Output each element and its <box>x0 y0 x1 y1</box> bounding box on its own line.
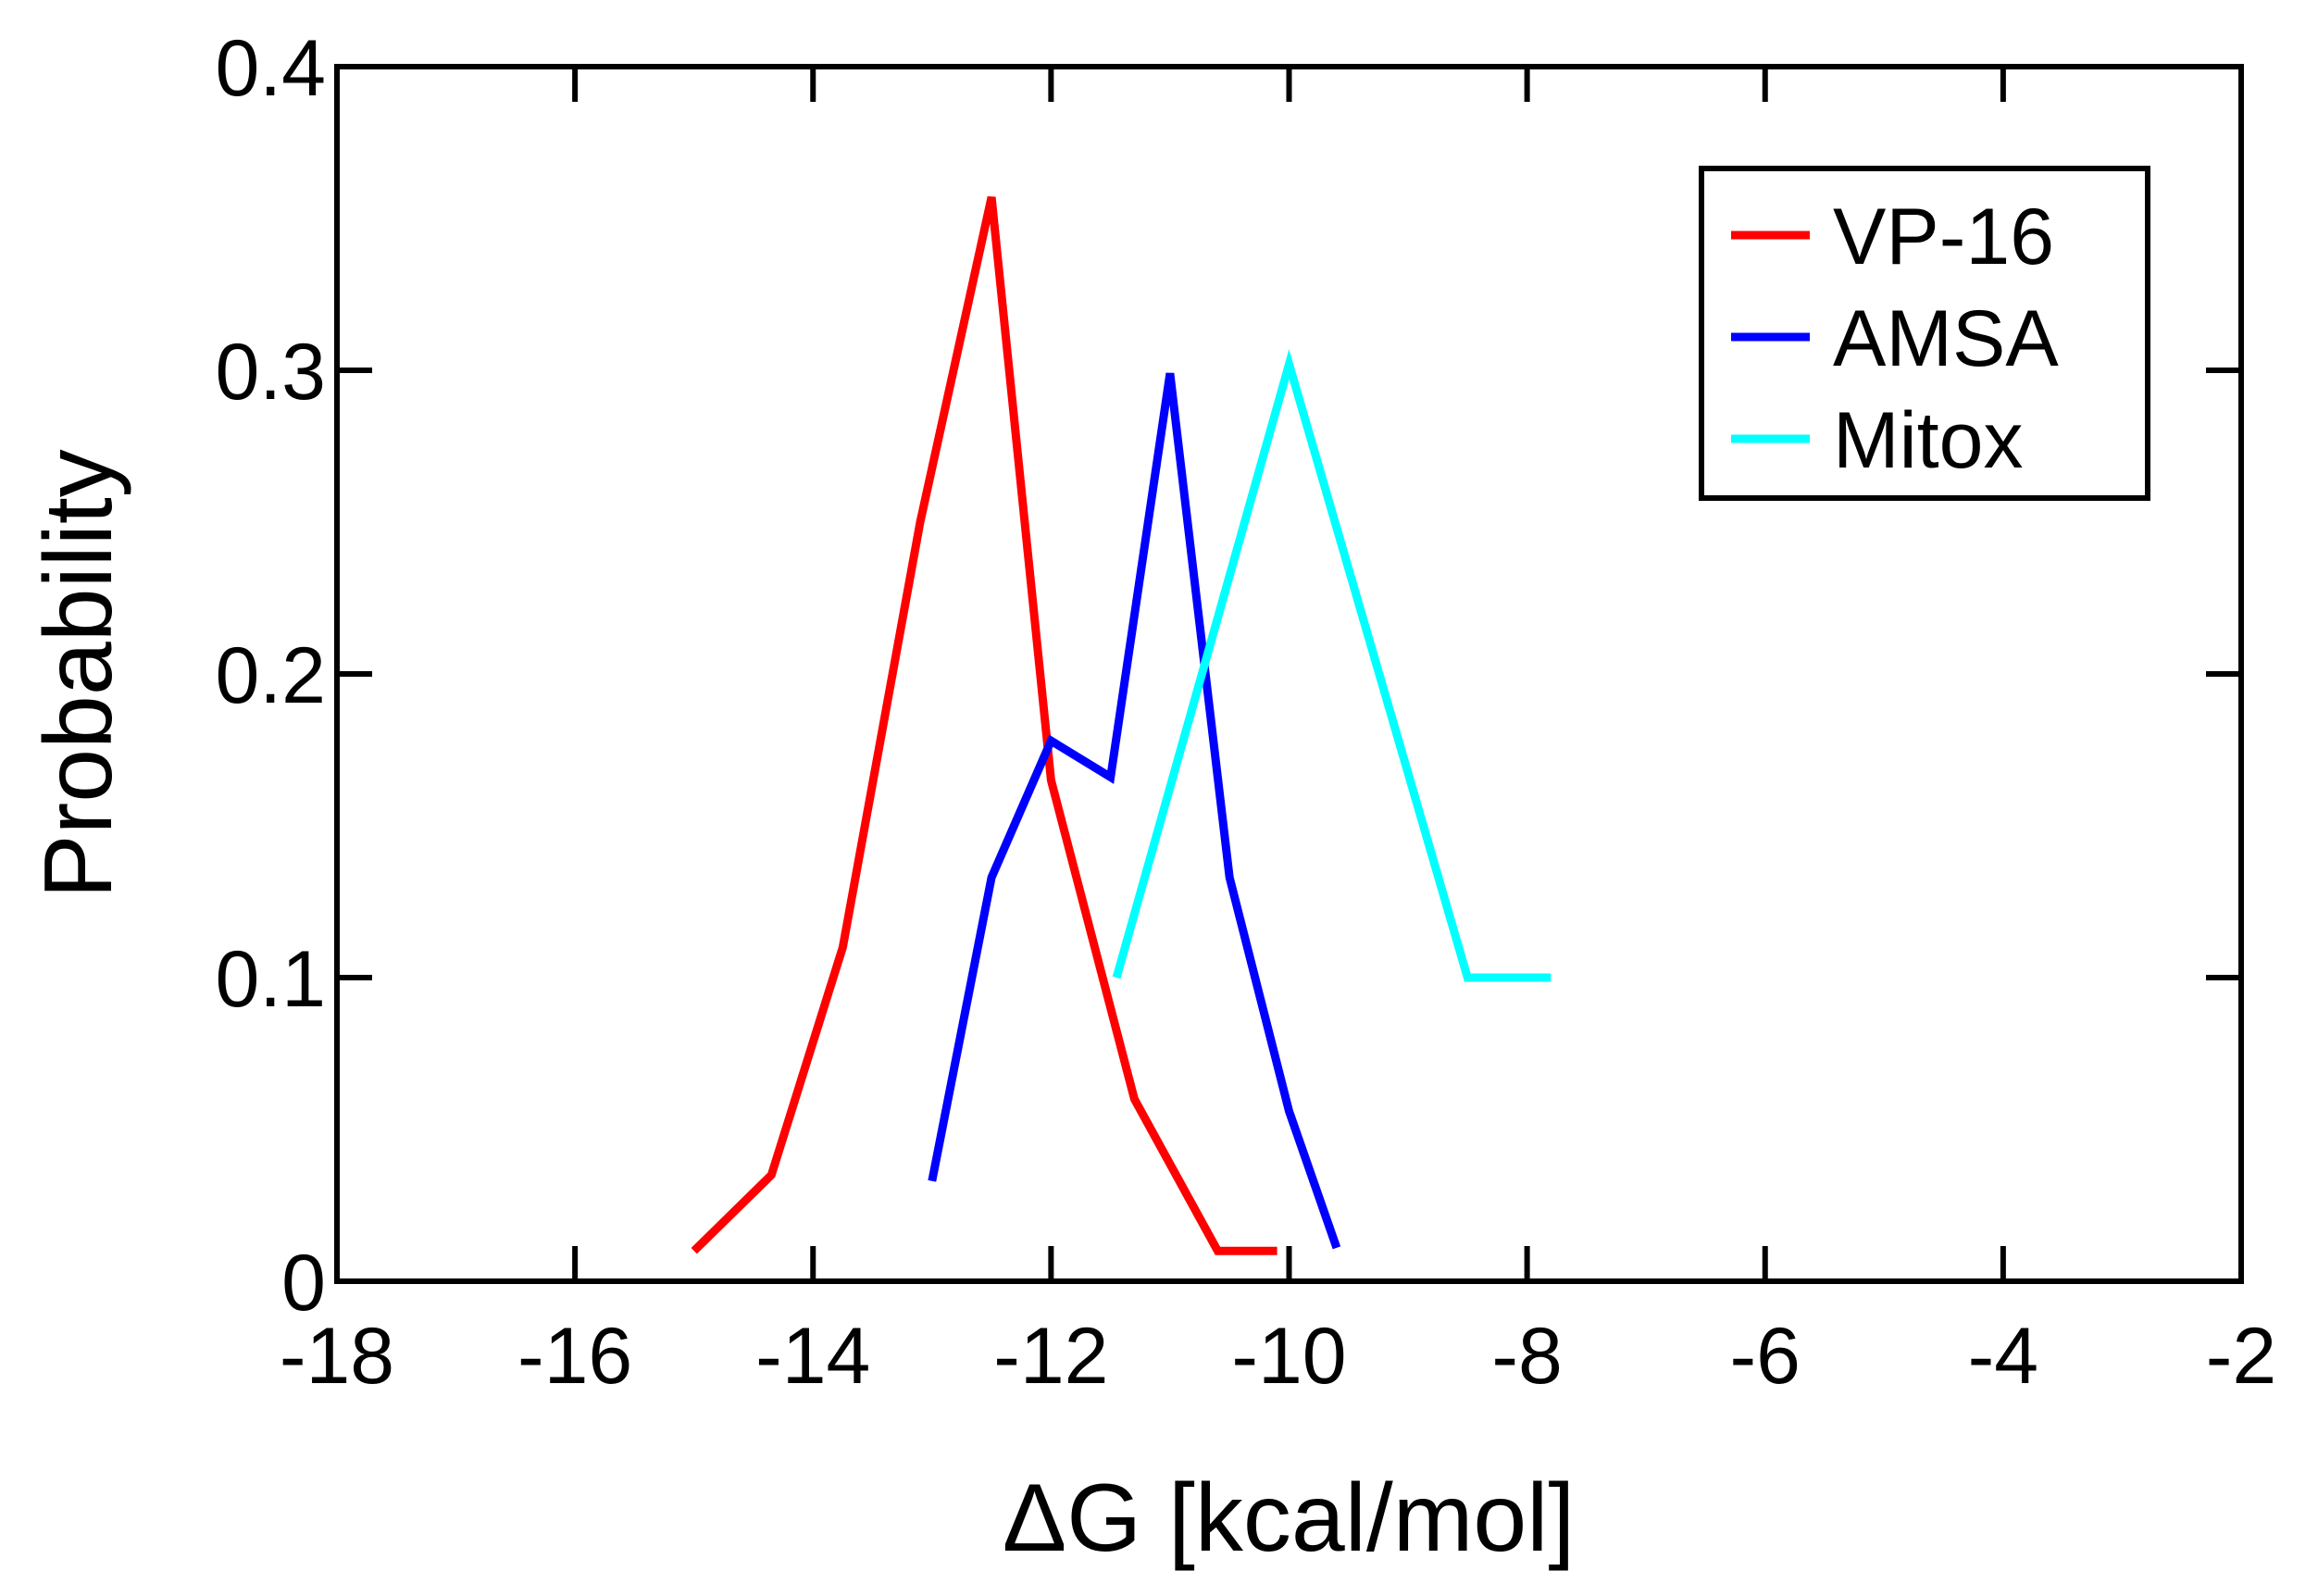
data-series <box>691 196 1552 1255</box>
series-line-mitox <box>1112 349 1552 982</box>
y-tick-label: 0.1 <box>215 935 326 1024</box>
x-axis-title: ΔG [kcal/mol] <box>1003 1465 1575 1572</box>
legend-label-mitox: Mitox <box>1833 396 2023 485</box>
x-tick-label: -8 <box>1491 1312 1562 1401</box>
y-axis-title: Probability <box>25 449 132 899</box>
x-tick-label: -6 <box>1730 1312 1801 1401</box>
legend: VP-16 AMSA Mitox <box>1699 166 2150 501</box>
series-line-amsa <box>928 372 1341 1250</box>
x-tick-label: -12 <box>993 1312 1108 1401</box>
y-tick-label: 0.3 <box>215 328 326 417</box>
x-tick-label: -14 <box>755 1312 870 1401</box>
legend-label-vp-16: VP-16 <box>1833 193 2054 281</box>
x-tick-label: -10 <box>1231 1312 1346 1401</box>
legend-label-amsa: AMSA <box>1833 294 2059 383</box>
axis-ticks: -18 -16 -14 -12 -10 -8 -6 -4 -2 0 0.1 0.2 0.3 0.4 <box>215 24 2276 1401</box>
x-tick-label: -16 <box>517 1312 632 1401</box>
y-tick-label: 0.4 <box>215 24 326 113</box>
x-tick-label: -2 <box>2206 1312 2276 1401</box>
x-tick-label: -4 <box>1968 1312 2038 1401</box>
series-line-vp-16 <box>691 196 1277 1255</box>
y-tick-label: 0 <box>281 1239 326 1328</box>
x-tick-label: -18 <box>280 1312 394 1401</box>
y-tick-label: 0.2 <box>215 631 326 720</box>
